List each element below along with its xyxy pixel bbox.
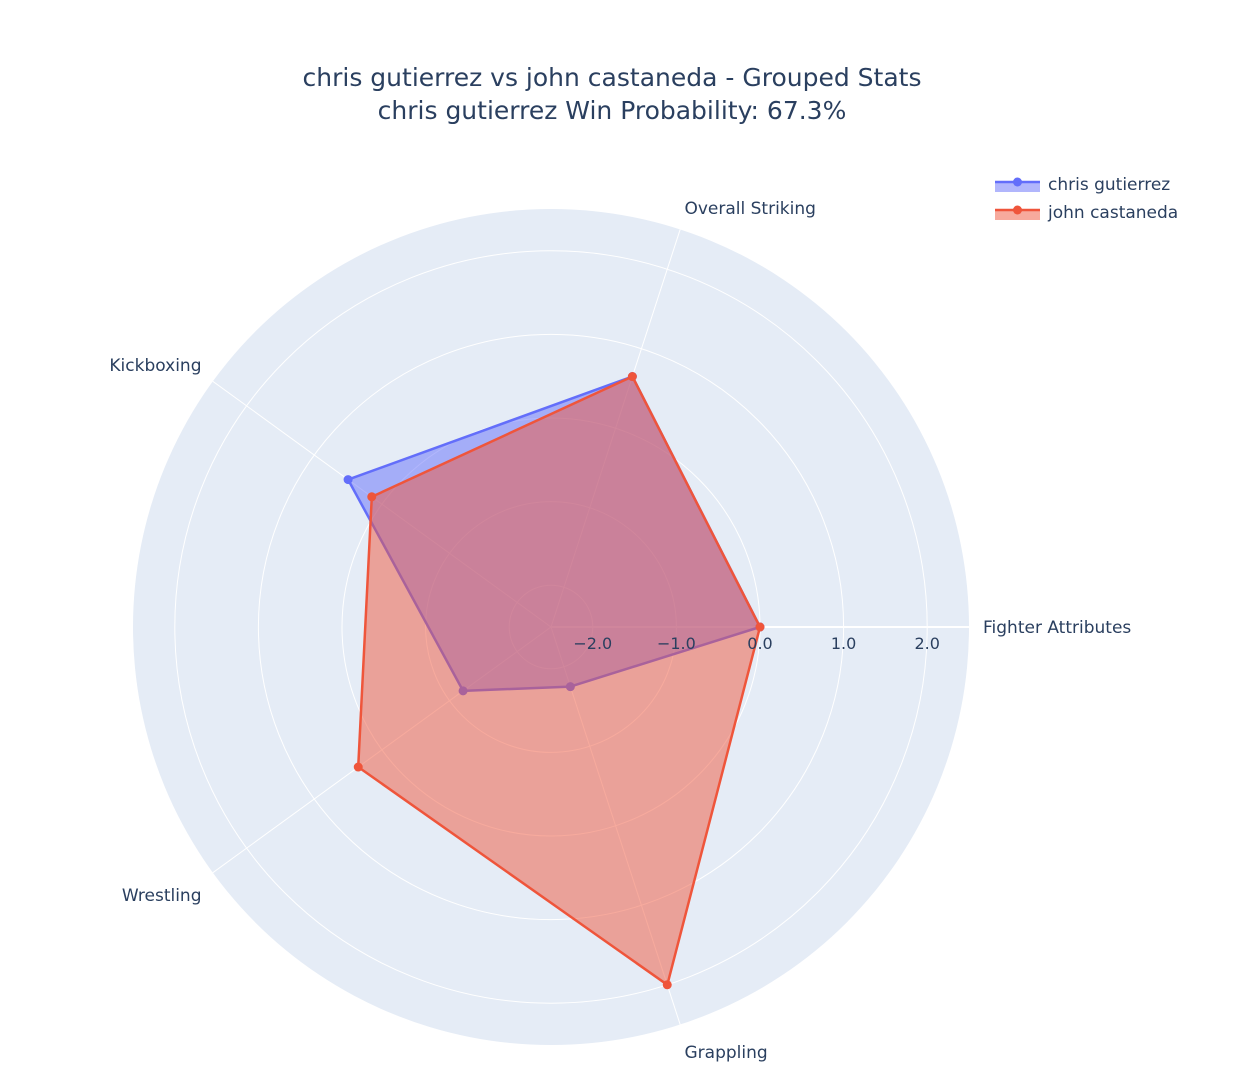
series-group [343, 372, 765, 990]
chart-title: chris gutierrez vs john castaneda - Grou… [303, 63, 922, 92]
category-label-3: Wrestling [122, 886, 202, 906]
radial-tick-labels: −2.0 −1.0 0.0 1.0 2.0 [573, 634, 940, 653]
category-label-1: Overall Striking [684, 199, 815, 219]
radial-tick-label-1: −1.0 [657, 634, 696, 653]
category-label-4: Grappling [684, 1043, 767, 1063]
radial-tick-label-2: 0.0 [747, 634, 772, 653]
legend-label-1[interactable]: john castaneda [1047, 203, 1178, 223]
series-1-point-3[interactable] [353, 762, 363, 772]
radial-tick-label-0: −2.0 [573, 634, 612, 653]
series-1-point-1[interactable] [627, 372, 637, 382]
series-1-point-0[interactable] [755, 622, 765, 632]
series-0-point-2[interactable] [343, 475, 353, 485]
series-1-point-4[interactable] [662, 980, 672, 990]
angular-axis-labels: Fighter Attributes Overall Striking Kickbo… [109, 199, 1131, 1063]
legend-swatch-0 [995, 182, 1040, 192]
legend-marker-1 [1013, 205, 1022, 215]
legend: chris gutierrez john castaneda [995, 175, 1178, 223]
legend-marker-0 [1013, 177, 1022, 187]
category-label-2: Kickboxing [109, 356, 201, 376]
radial-tick-label-3: 1.0 [831, 634, 856, 653]
legend-label-0[interactable]: chris gutierrez [1048, 175, 1170, 195]
legend-swatch-1 [995, 210, 1040, 220]
series-area-1 [356, 375, 762, 987]
series-1-point-2[interactable] [367, 492, 377, 502]
chart-subtitle: chris gutierrez Win Probability: 67.3% [378, 96, 847, 125]
chart-title-group: chris gutierrez vs john castaneda - Grou… [303, 63, 922, 125]
radial-tick-label-4: 2.0 [914, 634, 939, 653]
category-label-0: Fighter Attributes [983, 618, 1131, 638]
